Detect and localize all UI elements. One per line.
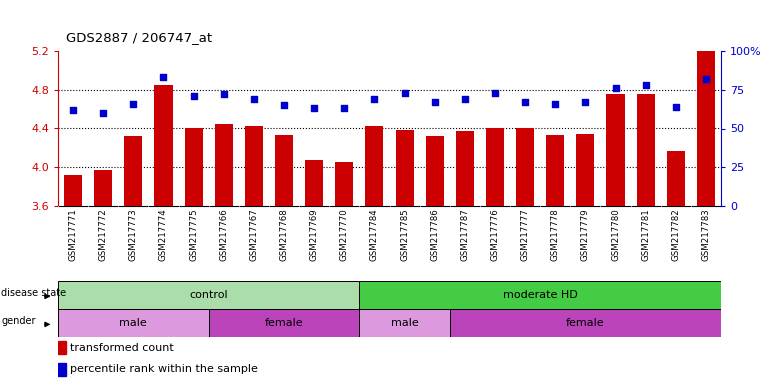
Text: female: female	[265, 318, 303, 328]
Text: GSM217774: GSM217774	[159, 208, 168, 261]
Point	[97, 110, 110, 116]
Text: GSM217773: GSM217773	[129, 208, 138, 261]
Text: GSM217769: GSM217769	[309, 208, 319, 261]
Bar	[208, 309, 359, 337]
Bar	[155, 85, 172, 206]
Point	[549, 101, 561, 107]
Text: GSM217767: GSM217767	[250, 208, 258, 261]
Bar	[94, 170, 113, 206]
Text: control: control	[189, 290, 228, 300]
Point	[459, 96, 471, 102]
Text: GSM217775: GSM217775	[189, 208, 198, 261]
Text: GSM217783: GSM217783	[702, 208, 710, 261]
Bar	[607, 94, 624, 206]
Bar	[58, 281, 359, 309]
Bar	[546, 135, 565, 206]
Text: GSM217776: GSM217776	[490, 208, 499, 261]
Text: percentile rank within the sample: percentile rank within the sample	[70, 364, 257, 374]
Text: GSM217785: GSM217785	[400, 208, 409, 261]
Point	[278, 102, 290, 108]
Point	[519, 99, 532, 105]
Point	[398, 90, 411, 96]
Point	[188, 93, 200, 99]
Bar	[637, 94, 655, 206]
Bar	[456, 131, 474, 206]
Text: GSM217779: GSM217779	[581, 208, 590, 261]
Bar	[365, 126, 384, 206]
Point	[610, 85, 622, 91]
Bar	[359, 309, 450, 337]
Text: GSM217766: GSM217766	[219, 208, 228, 261]
Text: female: female	[566, 318, 604, 328]
Bar	[58, 341, 66, 354]
Bar	[576, 134, 594, 206]
Bar	[58, 309, 208, 337]
Text: gender: gender	[2, 316, 36, 326]
Text: GSM217777: GSM217777	[521, 208, 529, 261]
Bar	[245, 126, 263, 206]
Point	[579, 99, 591, 105]
Text: disease state: disease state	[2, 288, 67, 298]
Point	[127, 101, 139, 107]
Bar	[359, 281, 721, 309]
Text: GSM217768: GSM217768	[280, 208, 289, 261]
Point	[308, 105, 320, 111]
Bar	[486, 129, 504, 206]
Text: GSM217772: GSM217772	[99, 208, 108, 261]
Bar	[426, 136, 444, 206]
Bar	[124, 136, 142, 206]
Text: GSM217786: GSM217786	[430, 208, 439, 261]
Point	[247, 96, 260, 102]
Text: GDS2887 / 206747_at: GDS2887 / 206747_at	[66, 31, 211, 44]
Point	[428, 99, 440, 105]
Text: transformed count: transformed count	[70, 343, 174, 353]
Bar	[516, 127, 534, 206]
Text: GSM217782: GSM217782	[671, 208, 680, 261]
Point	[640, 82, 652, 88]
Bar	[305, 159, 323, 206]
Text: moderate HD: moderate HD	[502, 290, 578, 300]
Bar	[64, 175, 82, 206]
Bar	[336, 162, 353, 206]
Point	[368, 96, 381, 102]
Text: GSM217778: GSM217778	[551, 208, 560, 261]
Bar	[185, 129, 203, 206]
Bar	[58, 363, 66, 376]
Bar	[395, 131, 414, 206]
Bar	[214, 124, 233, 206]
Text: GSM217780: GSM217780	[611, 208, 620, 261]
Text: GSM217784: GSM217784	[370, 208, 379, 261]
Text: GSM217771: GSM217771	[69, 208, 77, 261]
Text: male: male	[119, 318, 147, 328]
Text: GSM217770: GSM217770	[340, 208, 349, 261]
Point	[157, 74, 169, 80]
Bar	[275, 135, 293, 206]
Text: GSM217787: GSM217787	[460, 208, 470, 261]
Point	[338, 105, 350, 111]
Point	[700, 76, 712, 82]
Point	[218, 91, 230, 98]
Bar	[450, 309, 721, 337]
Text: male: male	[391, 318, 418, 328]
Bar	[697, 51, 715, 206]
Point	[669, 104, 682, 110]
Point	[67, 107, 79, 113]
Point	[489, 90, 501, 96]
Bar	[666, 151, 685, 206]
Text: GSM217781: GSM217781	[641, 208, 650, 261]
